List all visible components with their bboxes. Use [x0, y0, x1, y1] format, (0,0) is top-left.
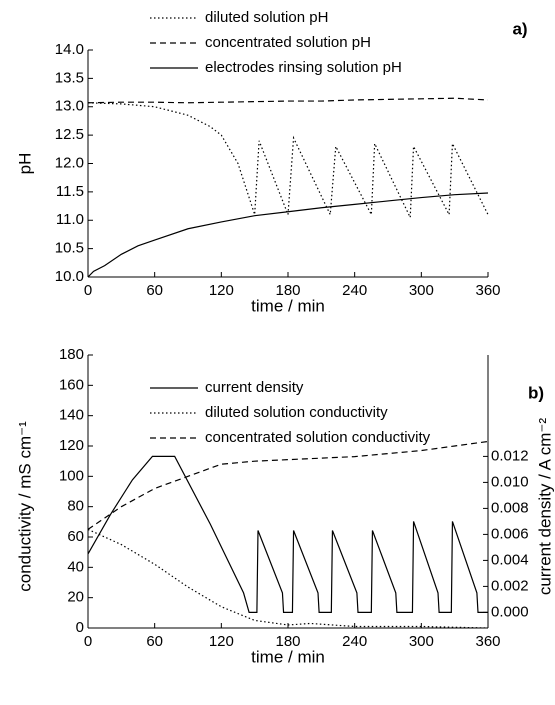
x-tick-label: 180: [275, 633, 300, 650]
y2-axis-label: current density / A cm⁻²: [535, 418, 554, 595]
legend-label: electrodes rinsing solution pH: [205, 59, 402, 76]
data-line: [87, 192, 489, 278]
y-tick-label: 160: [59, 376, 84, 393]
y-tick-label: 20: [67, 589, 84, 606]
y-tick-label: 140: [59, 407, 84, 424]
x-tick-label: 300: [409, 282, 434, 299]
y2-tick-label: 0.012: [491, 447, 529, 464]
y-tick-label: 13.5: [55, 69, 84, 86]
y-tick-label: 14.0: [55, 41, 84, 58]
x-tick-label: 240: [342, 282, 367, 299]
legend-label: current density: [205, 379, 304, 396]
x-tick-label: 360: [475, 633, 500, 650]
x-tick-label: 0: [84, 282, 92, 299]
y-tick-label: 100: [59, 467, 84, 484]
y-tick-label: 10.5: [55, 240, 84, 257]
y-tick-label: 180: [59, 346, 84, 363]
x-tick-label: 300: [409, 633, 434, 650]
legend-label: diluted solution conductivity: [205, 404, 388, 421]
y2-tick-label: 0.010: [491, 473, 529, 490]
legend-label: concentrated solution pH: [205, 34, 371, 51]
x-tick-label: 240: [342, 633, 367, 650]
x-tick-label: 60: [146, 282, 163, 299]
y2-tick-label: 0.004: [491, 551, 529, 568]
y-axis-label: pH: [15, 153, 34, 175]
x-tick-label: 120: [209, 633, 234, 650]
data-line: [87, 102, 489, 218]
y-tick-label: 10.0: [55, 268, 84, 285]
panel-label: a): [512, 19, 527, 38]
y-axis-label: conductivity / mS cm⁻¹: [15, 421, 34, 592]
data-line: [87, 97, 489, 104]
y-tick-label: 12.5: [55, 126, 84, 143]
y-tick-label: 12.0: [55, 154, 84, 171]
x-tick-label: 0: [84, 633, 92, 650]
x-tick-label: 180: [275, 282, 300, 299]
x-tick-label: 60: [146, 633, 163, 650]
data-line: [87, 455, 488, 613]
y2-tick-label: 0.002: [491, 577, 529, 594]
legend-label: diluted solution pH: [205, 9, 328, 26]
y-tick-label: 11.5: [56, 183, 84, 200]
x-axis-label: time / min: [251, 647, 325, 666]
x-axis-label: time / min: [251, 296, 325, 315]
y2-tick-label: 0.006: [491, 525, 529, 542]
y-tick-label: 0: [76, 619, 84, 636]
y-tick-label: 13.0: [55, 98, 84, 115]
x-tick-label: 120: [209, 282, 234, 299]
y-tick-label: 11.0: [56, 211, 84, 228]
y2-tick-label: 0.008: [491, 499, 529, 516]
y-tick-label: 40: [67, 558, 84, 575]
y-tick-label: 120: [59, 437, 84, 454]
panel-label: b): [528, 383, 544, 402]
y2-tick-label: 0.000: [491, 603, 529, 620]
data-line: [87, 440, 489, 530]
legend-label: concentrated solution conductivity: [205, 429, 431, 446]
data-line: [87, 528, 489, 629]
x-tick-label: 360: [475, 282, 500, 299]
y-tick-label: 80: [67, 498, 84, 515]
y-tick-label: 60: [67, 528, 84, 545]
